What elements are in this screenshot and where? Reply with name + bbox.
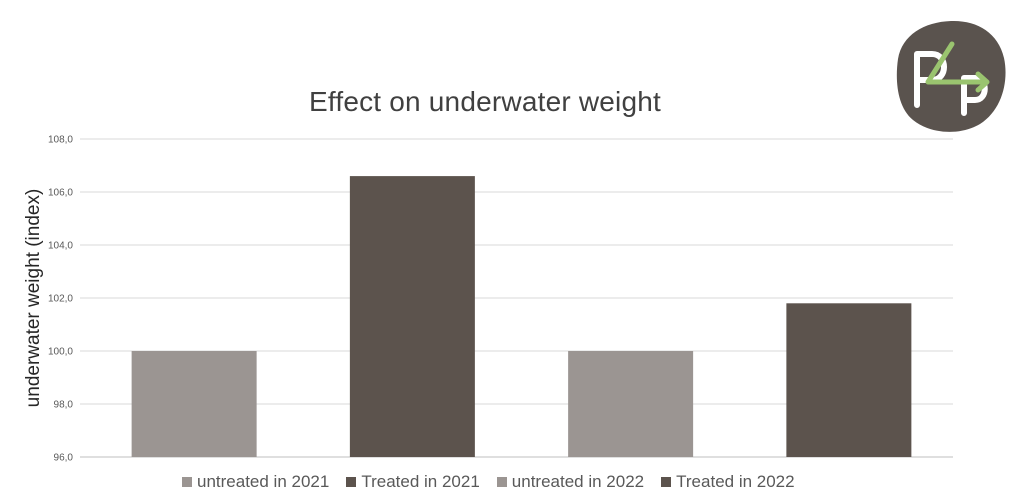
legend-swatch bbox=[496, 477, 507, 487]
legend-swatch bbox=[346, 477, 357, 487]
legend-swatch bbox=[182, 477, 192, 487]
y-tick-label: 108,0 bbox=[48, 135, 73, 146]
y-tick-label: 100,0 bbox=[48, 347, 73, 358]
legend-item: untreated in 2022 bbox=[496, 472, 645, 492]
y-tick-label: 96,0 bbox=[54, 453, 74, 464]
bar bbox=[131, 351, 257, 457]
legend-item: Treated in 2022 bbox=[661, 472, 795, 492]
y-axis-label: underwater weight (index) bbox=[23, 188, 44, 408]
legend-label: untreated in 2021 bbox=[197, 472, 330, 491]
legend-item: Treated in 2021 bbox=[346, 472, 480, 492]
bar bbox=[786, 303, 912, 457]
legend-swatch bbox=[661, 477, 672, 487]
bar bbox=[349, 176, 475, 457]
legend-label: Treated in 2021 bbox=[361, 472, 480, 491]
legend-item: untreated in 2021 bbox=[182, 472, 329, 492]
y-tick-label: 102,0 bbox=[48, 294, 73, 305]
chart-legend: untreated in 2021 Treated in 2021 untrea… bbox=[182, 470, 812, 494]
chart-title: Effect on underwater weight bbox=[309, 86, 661, 117]
y-tick-label: 106,0 bbox=[48, 188, 73, 199]
legend-label: untreated in 2022 bbox=[511, 472, 645, 491]
y-tick-label: 98,0 bbox=[54, 400, 74, 411]
legend-label: Treated in 2022 bbox=[676, 472, 795, 491]
y-tick-label: 104,0 bbox=[48, 241, 73, 252]
bar bbox=[568, 351, 694, 457]
p4p-logo-icon bbox=[894, 18, 1008, 134]
